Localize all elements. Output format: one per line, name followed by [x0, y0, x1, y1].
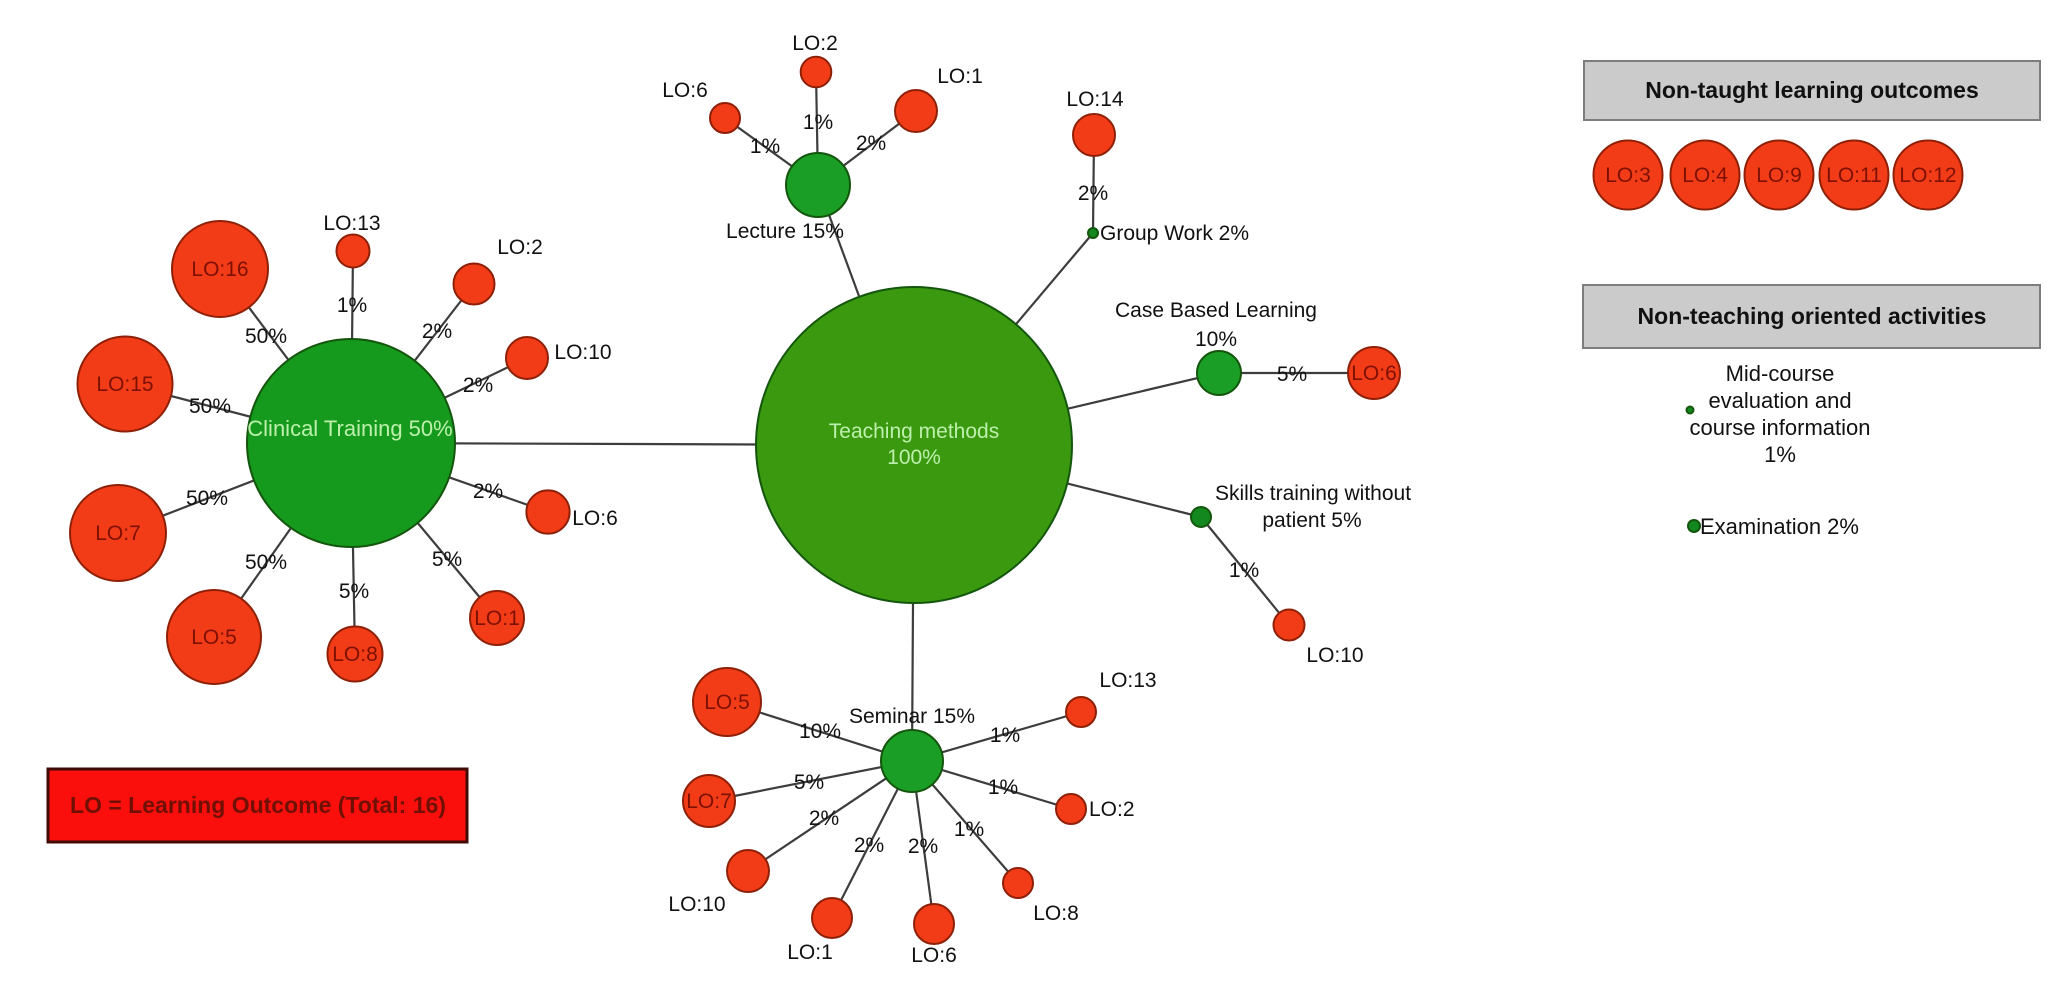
svg-text:Non-taught learning outcomes: Non-taught learning outcomes [1645, 77, 1979, 103]
svg-text:LO:6: LO:6 [1351, 362, 1397, 385]
svg-text:1%: 1% [988, 776, 1018, 799]
svg-text:LO:10: LO:10 [668, 893, 725, 916]
svg-text:LO:7: LO:7 [686, 790, 732, 813]
svg-text:Seminar 15%: Seminar 15% [849, 705, 975, 728]
svg-text:LO:15: LO:15 [96, 373, 153, 396]
svg-text:LO:2: LO:2 [497, 236, 543, 259]
svg-text:LO:9: LO:9 [1756, 164, 1802, 187]
svg-text:100%: 100% [887, 446, 941, 469]
svg-text:Mid-course: Mid-course [1726, 361, 1835, 386]
svg-text:LO:14: LO:14 [1066, 88, 1124, 111]
svg-text:2%: 2% [854, 834, 884, 857]
svg-text:course information: course information [1690, 415, 1871, 440]
svg-text:LO:3: LO:3 [1605, 164, 1651, 187]
svg-text:5%: 5% [1277, 363, 1307, 386]
svg-text:LO:1: LO:1 [937, 65, 983, 88]
svg-text:LO:16: LO:16 [191, 258, 248, 281]
svg-text:LO:11: LO:11 [1826, 164, 1882, 187]
svg-text:LO:1: LO:1 [787, 941, 833, 964]
svg-text:LO:6: LO:6 [572, 507, 618, 530]
svg-text:1%: 1% [1764, 442, 1796, 467]
svg-text:Case Based Learning: Case Based Learning [1115, 299, 1317, 322]
svg-text:5%: 5% [794, 771, 824, 794]
svg-text:5%: 5% [339, 580, 369, 603]
svg-text:LO:13: LO:13 [1099, 669, 1156, 692]
svg-text:LO:5: LO:5 [704, 691, 750, 714]
svg-text:Clinical Training 50%: Clinical Training 50% [247, 416, 452, 441]
svg-text:LO:2: LO:2 [1089, 798, 1135, 821]
svg-text:1%: 1% [954, 818, 984, 841]
svg-text:LO:10: LO:10 [554, 341, 611, 364]
svg-text:LO:10: LO:10 [1306, 644, 1363, 667]
svg-text:Skills training without: Skills training without [1215, 482, 1411, 505]
svg-text:50%: 50% [245, 325, 287, 348]
svg-text:Examination 2%: Examination 2% [1700, 514, 1859, 539]
svg-text:50%: 50% [245, 551, 287, 574]
svg-text:LO:5: LO:5 [191, 626, 237, 649]
svg-text:2%: 2% [1078, 182, 1108, 205]
svg-text:Lecture 15%: Lecture 15% [726, 220, 844, 243]
svg-text:50%: 50% [189, 395, 231, 418]
svg-text:2%: 2% [422, 320, 452, 343]
svg-text:LO:8: LO:8 [332, 643, 378, 666]
svg-text:5%: 5% [432, 548, 462, 571]
svg-text:2%: 2% [809, 807, 839, 830]
svg-text:2%: 2% [473, 480, 503, 503]
svg-text:LO:13: LO:13 [323, 212, 380, 235]
svg-text:LO = Learning Outcome (Total:: LO = Learning Outcome (Total: 16) [70, 792, 446, 818]
svg-text:Teaching methods: Teaching methods [829, 420, 999, 443]
svg-text:evaluation and: evaluation and [1708, 388, 1851, 413]
svg-text:2%: 2% [856, 132, 886, 155]
svg-text:LO:4: LO:4 [1682, 164, 1728, 187]
svg-text:1%: 1% [750, 135, 780, 158]
svg-text:1%: 1% [803, 111, 833, 134]
svg-text:1%: 1% [1229, 559, 1259, 582]
svg-text:1%: 1% [990, 724, 1020, 747]
svg-text:50%: 50% [186, 487, 228, 510]
svg-text:1%: 1% [337, 294, 367, 317]
svg-text:LO:1: LO:1 [474, 607, 520, 630]
svg-text:LO:8: LO:8 [1033, 902, 1079, 925]
svg-text:LO:6: LO:6 [911, 944, 957, 967]
svg-text:LO:12: LO:12 [1899, 164, 1956, 187]
svg-text:10%: 10% [1195, 328, 1237, 351]
svg-text:Group Work 2%: Group Work 2% [1100, 222, 1249, 245]
svg-text:10%: 10% [799, 720, 841, 743]
svg-text:patient 5%: patient 5% [1262, 509, 1361, 532]
svg-text:Non-teaching oriented activiti: Non-teaching oriented activities [1638, 303, 1987, 329]
svg-text:LO:6: LO:6 [662, 79, 708, 102]
svg-text:LO:7: LO:7 [95, 522, 141, 545]
svg-text:2%: 2% [908, 835, 938, 858]
svg-text:LO:2: LO:2 [792, 32, 838, 55]
svg-text:2%: 2% [463, 374, 493, 397]
